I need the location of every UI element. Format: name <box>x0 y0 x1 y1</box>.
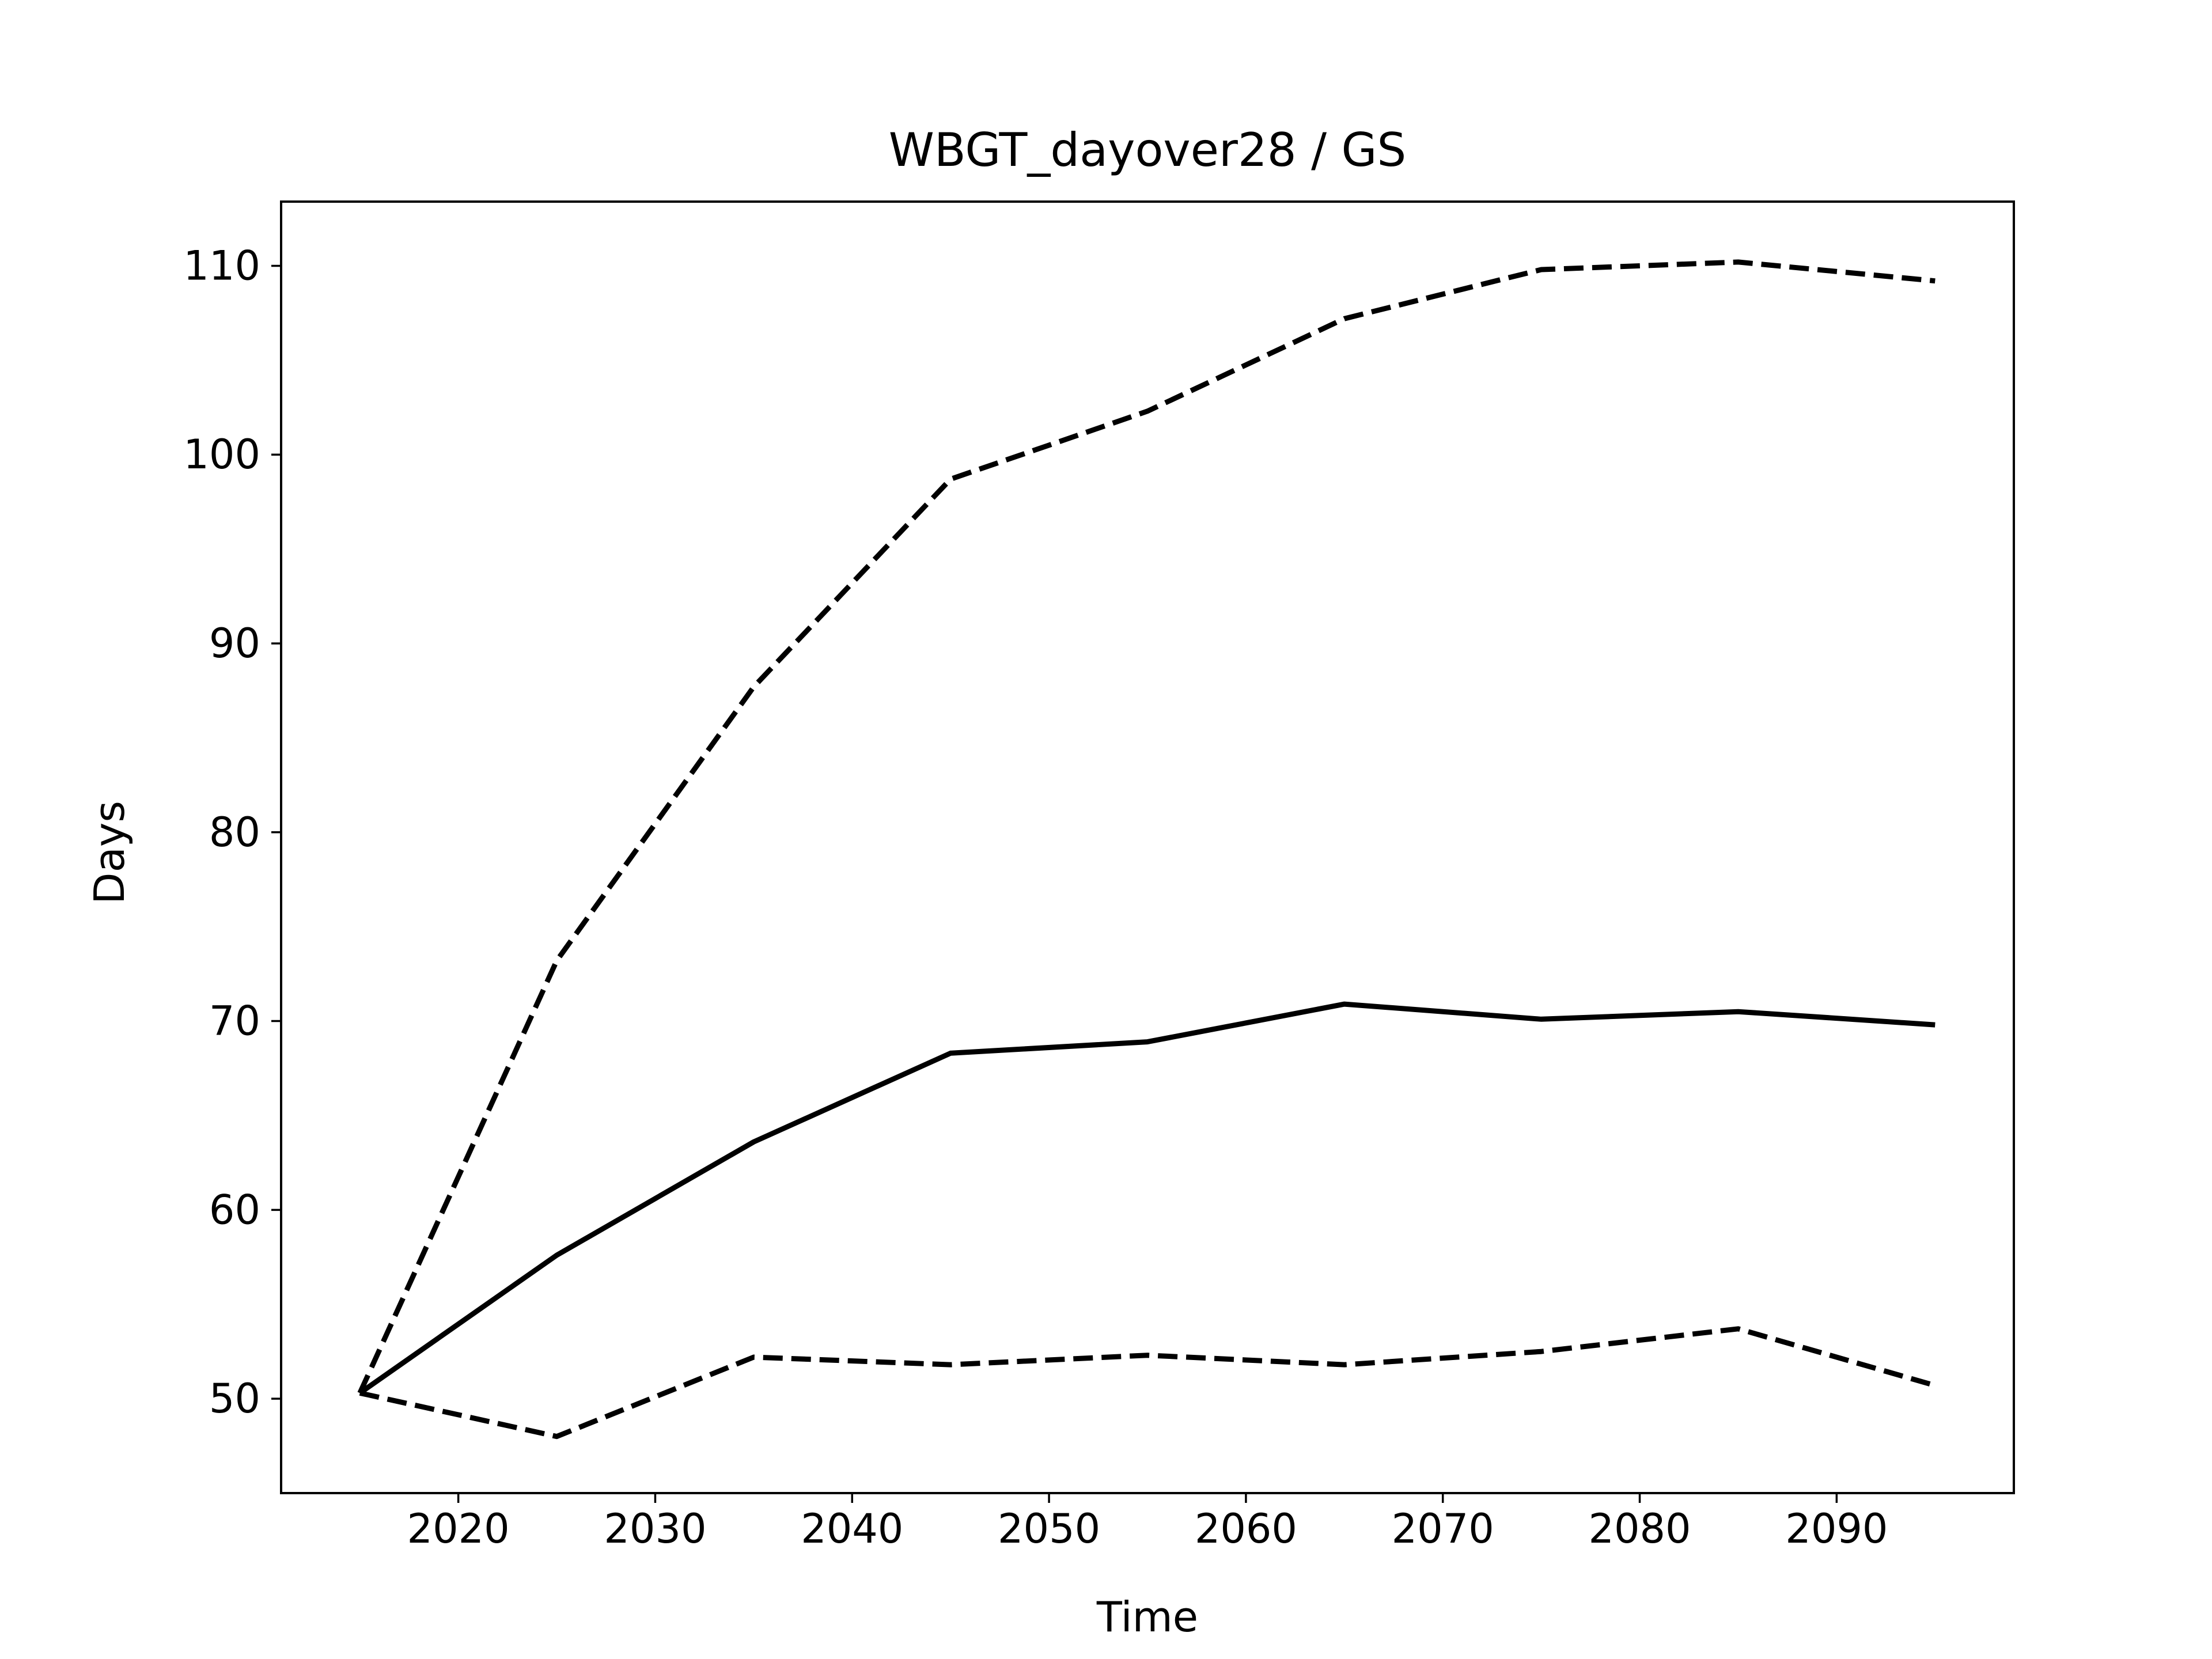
y-tick-label: 90 <box>209 620 260 667</box>
x-axis-label: Time <box>1096 1593 1198 1641</box>
y-tick-label: 100 <box>183 431 260 478</box>
x-tick-label: 2050 <box>998 1505 1100 1552</box>
series-line-3 <box>359 1326 1936 1440</box>
x-tick-label: 2040 <box>801 1505 903 1552</box>
x-tick-label: 2090 <box>1785 1505 1888 1552</box>
chart-title: WBGT_dayover28 / GS <box>889 123 1407 177</box>
plot-frame <box>280 200 2015 1494</box>
series-line-2 <box>357 259 1936 1395</box>
y-axis-label: Days <box>85 801 134 904</box>
series-group <box>357 259 1936 1440</box>
x-tick-label: 2060 <box>1195 1505 1297 1552</box>
series-line-1 <box>358 1001 1936 1395</box>
y-tick-label: 60 <box>209 1186 260 1233</box>
x-tick-label: 2020 <box>407 1505 510 1552</box>
x-tick-label: 2030 <box>604 1505 706 1552</box>
y-tick-label: 70 <box>209 998 260 1045</box>
y-tick-label: 50 <box>209 1375 260 1422</box>
y-tick-label: 110 <box>183 242 260 289</box>
x-tick-label: 2080 <box>1588 1505 1691 1552</box>
ticks: 2020 2030 2040 2050 2060 2070 2080 2090 50 60 70 80… <box>183 242 1888 1552</box>
plot-area <box>280 200 2015 1494</box>
x-tick-label: 2070 <box>1392 1505 1494 1552</box>
y-tick-label: 80 <box>209 809 260 856</box>
